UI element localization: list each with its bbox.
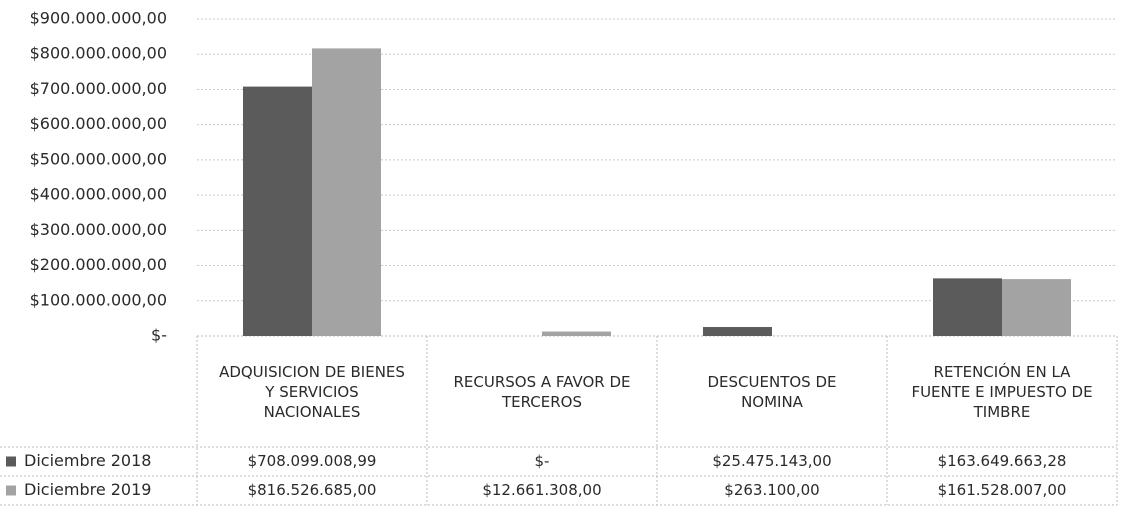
data-label: $816.526.685,00 [248, 481, 377, 499]
y-tick-label: $600.000.000,00 [30, 114, 167, 133]
y-tick-label: $500.000.000,00 [30, 149, 167, 168]
x-tick-label: ADQUISICION DE BIENES Y SERVICIOS NACION… [219, 362, 405, 421]
y-tick-label: $200.000.000,00 [30, 255, 167, 274]
data-label: $25.475.143,00 [712, 452, 831, 470]
data-label: $263.100,00 [724, 481, 819, 499]
x-tick-label: RECURSOS A FAVOR DE TERCEROS [453, 372, 631, 411]
bar [542, 331, 611, 336]
bar [243, 86, 312, 336]
y-tick-label: $100.000.000,00 [30, 290, 167, 309]
data-label: $161.528.007,00 [938, 481, 1067, 499]
bar [1002, 279, 1071, 336]
y-tick-label: $900.000.000,00 [30, 9, 167, 28]
bar [312, 48, 381, 337]
legend-swatch [6, 456, 16, 467]
y-tick-label: $400.000.000,00 [30, 185, 167, 204]
bar [933, 278, 1002, 336]
y-tick-label: $700.000.000,00 [30, 79, 167, 98]
y-tick-label: $- [151, 326, 167, 345]
data-label: $708.099.008,99 [248, 452, 377, 470]
legend-label: Diciembre 2018 [24, 451, 151, 470]
x-tick-label: RETENCIÓN EN LA FUENTE E IMPUESTO DE TIM… [911, 362, 1093, 421]
y-tick-label: $300.000.000,00 [30, 220, 167, 239]
data-label: $- [535, 452, 550, 470]
legend-label: Diciembre 2019 [24, 480, 151, 499]
data-label: $12.661.308,00 [482, 481, 601, 499]
y-tick-label: $800.000.000,00 [30, 44, 167, 63]
bar [703, 327, 772, 336]
x-tick-label: DESCUENTOS DE NOMINA [707, 372, 837, 411]
data-label: $163.649.663,28 [938, 452, 1067, 470]
legend-swatch [6, 485, 16, 496]
